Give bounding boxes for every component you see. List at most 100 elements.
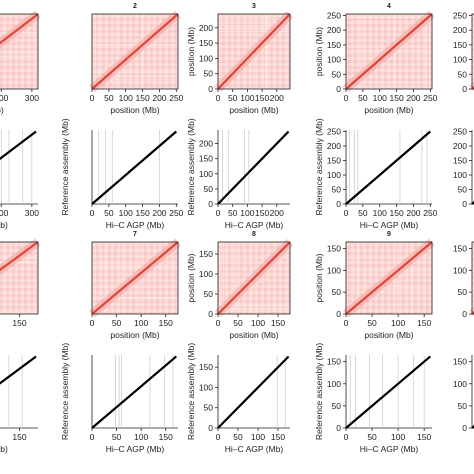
y-tick-label: 150	[199, 362, 213, 372]
y-tick-label: 0	[208, 309, 213, 319]
x-axis-label: position (Mb)	[364, 105, 413, 115]
x-tick-label: 250	[169, 93, 183, 103]
y-tick-label: 100	[453, 265, 467, 275]
y-tick-label: 200	[199, 23, 213, 33]
heatmap-panel-5: 0 50 100 150 200 250	[453, 10, 474, 94]
alignment-line	[217, 355, 290, 429]
x-axis-label: AGP (Mb)	[0, 220, 8, 230]
x-tick-label: 150	[417, 432, 431, 442]
panel-10: 0 50 100 150 0 50 100 150	[453, 241, 474, 433]
heatmap-frame	[471, 241, 474, 315]
x-tick-label: 150	[255, 208, 269, 218]
y-axis-label: position (Mb)	[314, 27, 324, 76]
y-tick-label: 0	[208, 199, 213, 209]
x-tick-label: 50	[112, 432, 122, 442]
x-tick-label: 100	[119, 208, 133, 218]
x-tick-label: 200	[152, 208, 166, 218]
x-tick-label: 100	[240, 208, 254, 218]
heatmap-frame	[471, 13, 474, 90]
y-tick-label: 100	[327, 170, 341, 180]
dotplot-panel-6: 00150AGP (Mb)	[0, 355, 38, 454]
y-tick-label: 100	[453, 170, 467, 180]
y-tick-label: 200	[453, 25, 467, 35]
y-tick-label: 150	[453, 244, 467, 254]
heatmap-frame	[345, 13, 433, 90]
x-tick-label: 100	[391, 318, 405, 328]
x-tick-label: 100	[134, 318, 148, 328]
alignment-line	[0, 355, 37, 385]
alignment-line	[0, 130, 37, 161]
y-axis-label: Reference assembly (Mb)	[60, 118, 70, 215]
x-tick-label: 200	[0, 208, 9, 218]
x-axis-label: Hi–C AGP (Mb)	[106, 220, 165, 230]
x-tick-label: 50	[233, 318, 243, 328]
heatmap-frame	[217, 241, 291, 315]
x-tick-label: 100	[373, 93, 387, 103]
heatmap-panel-2: 0 50 100 150 200 250 position (Mb) 2	[89, 3, 184, 115]
x-tick-label: 100	[373, 208, 387, 218]
x-tick-label: 250	[169, 208, 183, 218]
dotplot-panel-7: 0 50 100 150 Hi–C AGP (Mb) Reference assembly…	[60, 343, 178, 454]
y-tick-label: 150	[453, 357, 467, 367]
y-tick-label: 0	[208, 423, 213, 433]
y-tick-label: 50	[332, 184, 342, 194]
x-tick-label: 250	[423, 208, 437, 218]
x-tick-label: 100	[119, 93, 133, 103]
heatmap-background	[472, 242, 474, 314]
y-tick-label: 0	[336, 199, 341, 209]
alignment-line	[345, 355, 431, 429]
heatmap-frame	[91, 13, 179, 90]
heatmap-background	[472, 14, 474, 89]
y-tick-label: 150	[199, 38, 213, 48]
y-tick-label: 150	[199, 154, 213, 164]
x-axis-label: Hi–C AGP (Mb)	[106, 444, 165, 454]
y-axis-label: Reference assembly (Mb)	[314, 343, 324, 440]
x-tick-label: 0	[216, 432, 221, 442]
x-tick-label: 200	[406, 208, 420, 218]
x-tick-label: 0	[90, 318, 95, 328]
x-tick-label: 100	[134, 432, 148, 442]
y-axis-label: Reference assembly (Mb)	[186, 343, 196, 440]
x-axis-label: Hi–C AGP (Mb)	[225, 220, 284, 230]
y-tick-label: 150	[327, 40, 341, 50]
x-axis-label: position (Mb)	[229, 330, 278, 340]
y-tick-label: 100	[199, 53, 213, 63]
x-axis-label: Hi–C AGP (Mb)	[360, 220, 419, 230]
x-tick-label: 150	[255, 93, 269, 103]
y-tick-label: 250	[327, 10, 341, 20]
x-tick-label: 250	[423, 93, 437, 103]
x-tick-label: 0	[90, 93, 95, 103]
x-tick-label: 300	[25, 208, 39, 218]
panel-title: 2	[133, 3, 137, 10]
x-tick-label: 150	[135, 208, 149, 218]
y-tick-label: 150	[327, 244, 341, 254]
y-tick-label: 0	[208, 84, 213, 94]
x-tick-label: 50	[358, 208, 368, 218]
heatmap-diagonal	[91, 13, 179, 90]
y-tick-label: 150	[453, 40, 467, 50]
y-tick-label: 250	[327, 126, 341, 136]
y-tick-label: 200	[327, 25, 341, 35]
y-tick-label: 0	[462, 309, 467, 319]
y-tick-label: 150	[327, 155, 341, 165]
panel-1: 200 300 on (Mb) 200 300 AGP (Mb)	[0, 10, 41, 230]
x-tick-label: 200	[152, 93, 166, 103]
y-tick-label: 100	[453, 379, 467, 389]
y-tick-label: 50	[458, 184, 468, 194]
y-tick-label: 200	[199, 139, 213, 149]
x-tick-label: 0	[216, 93, 221, 103]
dotplot-panel-8: 0 50 100 150 0 50 100 150 Hi–C AGP (Mb) Reference…	[186, 343, 290, 454]
dotplot-panel-1: 200 300 AGP (Mb)	[0, 130, 39, 230]
heatmap-panel-10: 0 50 100 150	[453, 241, 474, 319]
panel-title: 7	[133, 231, 137, 238]
y-axis-label: position (Mb)	[186, 253, 196, 302]
x-tick-label: 0	[344, 93, 349, 103]
y-tick-label: 100	[453, 55, 467, 65]
